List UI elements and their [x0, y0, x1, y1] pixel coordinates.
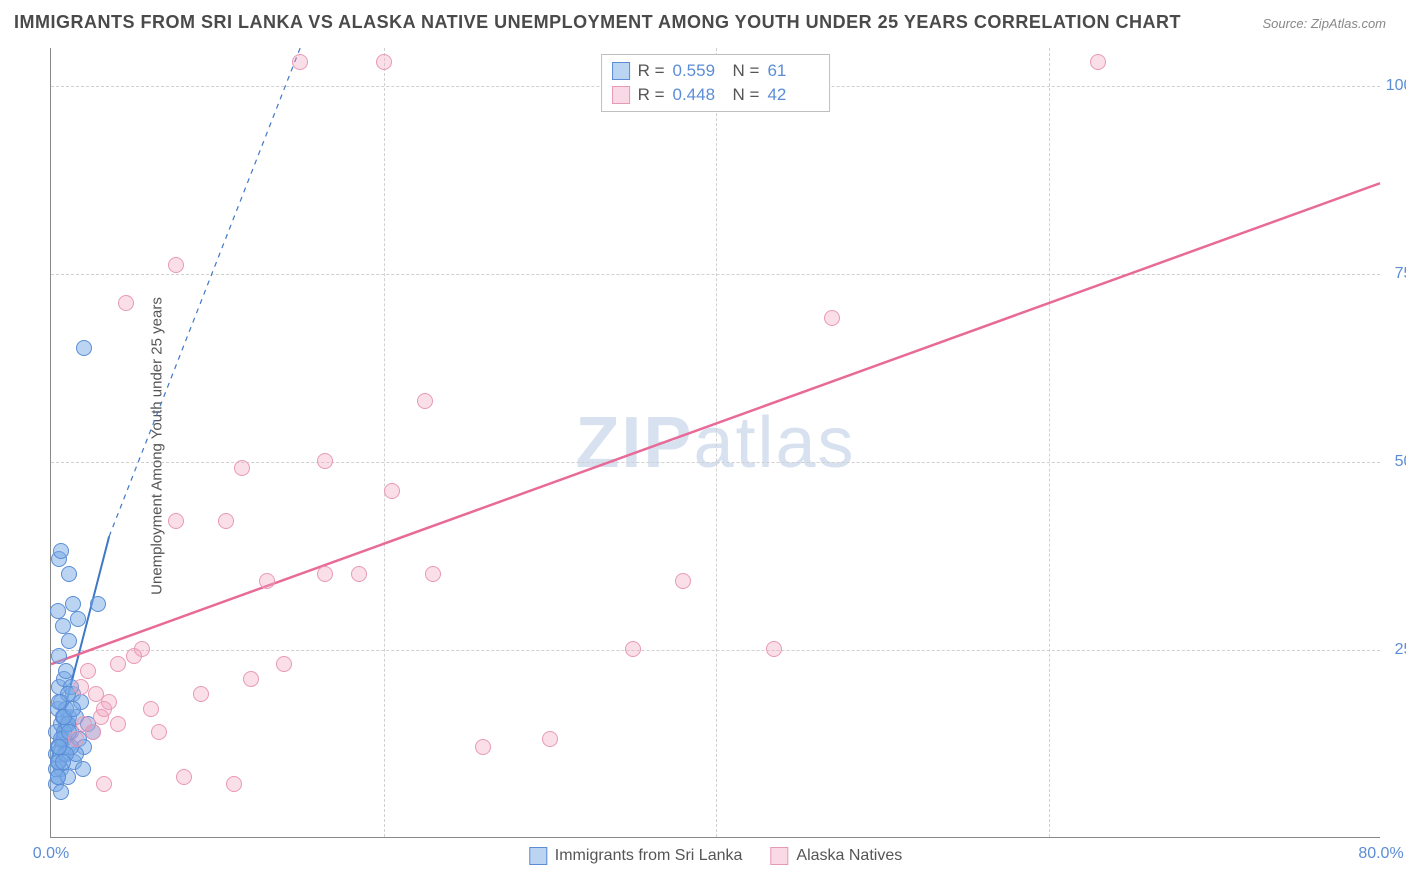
source-label: Source: ZipAtlas.com	[1262, 16, 1386, 31]
stats-n-label: N =	[733, 61, 760, 81]
trend-line-pink	[51, 183, 1380, 664]
scatter-point-pink	[85, 724, 101, 740]
scatter-point-blue	[51, 648, 67, 664]
legend-bottom: Immigrants from Sri Lanka Alaska Natives	[529, 847, 902, 865]
scatter-point-pink	[317, 453, 333, 469]
scatter-point-pink	[824, 310, 840, 326]
scatter-point-pink	[118, 295, 134, 311]
chart-title: IMMIGRANTS FROM SRI LANKA VS ALASKA NATI…	[14, 12, 1181, 33]
scatter-point-pink	[226, 776, 242, 792]
scatter-point-pink	[134, 641, 150, 657]
swatch-pink-icon	[770, 847, 788, 865]
scatter-point-blue	[75, 761, 91, 777]
y-tick-label: 50.0%	[1385, 453, 1406, 471]
x-tick-label: 80.0%	[1358, 845, 1403, 863]
stats-r-value-blue: 0.559	[673, 61, 725, 81]
y-tick-label: 75.0%	[1385, 265, 1406, 283]
stats-n-value-blue: 61	[767, 61, 819, 81]
scatter-point-pink	[96, 776, 112, 792]
scatter-point-pink	[766, 641, 782, 657]
scatter-point-pink	[317, 566, 333, 582]
scatter-point-blue	[90, 596, 106, 612]
legend-label-pink: Alaska Natives	[796, 847, 902, 865]
stats-r-label: R =	[638, 61, 665, 81]
scatter-point-blue	[50, 769, 66, 785]
scatter-point-blue	[58, 663, 74, 679]
scatter-point-pink	[276, 656, 292, 672]
scatter-point-pink	[542, 731, 558, 747]
scatter-point-pink	[218, 513, 234, 529]
scatter-point-pink	[96, 701, 112, 717]
stats-row-pink: R = 0.448 N = 42	[612, 83, 820, 107]
scatter-point-pink	[243, 671, 259, 687]
y-tick-label: 100.0%	[1385, 77, 1406, 95]
trend-lines-svg	[51, 48, 1380, 837]
swatch-pink-icon	[612, 86, 630, 104]
scatter-point-blue	[61, 566, 77, 582]
scatter-point-pink	[193, 686, 209, 702]
trend-line-dashed-blue	[109, 48, 300, 536]
scatter-point-pink	[143, 701, 159, 717]
scatter-point-pink	[675, 573, 691, 589]
scatter-point-pink	[1090, 54, 1106, 70]
scatter-point-pink	[110, 716, 126, 732]
scatter-point-blue	[55, 618, 71, 634]
stats-r-label: R =	[638, 85, 665, 105]
scatter-point-pink	[234, 460, 250, 476]
scatter-point-pink	[73, 679, 89, 695]
stats-r-value-pink: 0.448	[673, 85, 725, 105]
scatter-point-pink	[384, 483, 400, 499]
scatter-point-blue	[53, 543, 69, 559]
scatter-point-pink	[425, 566, 441, 582]
legend-item-blue: Immigrants from Sri Lanka	[529, 847, 743, 865]
scatter-point-blue	[70, 611, 86, 627]
scatter-point-pink	[110, 656, 126, 672]
scatter-point-pink	[88, 686, 104, 702]
stats-row-blue: R = 0.559 N = 61	[612, 59, 820, 83]
legend-label-blue: Immigrants from Sri Lanka	[555, 847, 743, 865]
legend-item-pink: Alaska Natives	[770, 847, 902, 865]
scatter-point-pink	[68, 731, 84, 747]
scatter-point-blue	[65, 596, 81, 612]
scatter-point-pink	[417, 393, 433, 409]
scatter-point-blue	[50, 603, 66, 619]
stats-n-value-pink: 42	[767, 85, 819, 105]
scatter-point-blue	[55, 754, 71, 770]
scatter-point-pink	[176, 769, 192, 785]
y-tick-label: 25.0%	[1385, 641, 1406, 659]
scatter-point-blue	[65, 701, 81, 717]
scatter-point-pink	[376, 54, 392, 70]
scatter-point-blue	[53, 784, 69, 800]
x-tick-label: 0.0%	[33, 845, 69, 863]
plot-area: ZIPatlas 25.0%50.0%75.0%100.0%0.0%80.0% …	[50, 48, 1380, 838]
scatter-point-blue	[51, 739, 67, 755]
scatter-point-blue	[76, 340, 92, 356]
swatch-blue-icon	[612, 62, 630, 80]
scatter-point-pink	[80, 663, 96, 679]
scatter-point-blue	[61, 633, 77, 649]
scatter-point-pink	[168, 513, 184, 529]
stats-n-label: N =	[733, 85, 760, 105]
scatter-point-pink	[475, 739, 491, 755]
scatter-point-pink	[259, 573, 275, 589]
swatch-blue-icon	[529, 847, 547, 865]
scatter-point-pink	[168, 257, 184, 273]
stats-box: R = 0.559 N = 61 R = 0.448 N = 42	[601, 54, 831, 112]
scatter-point-pink	[151, 724, 167, 740]
scatter-point-pink	[351, 566, 367, 582]
scatter-point-pink	[625, 641, 641, 657]
scatter-point-pink	[292, 54, 308, 70]
